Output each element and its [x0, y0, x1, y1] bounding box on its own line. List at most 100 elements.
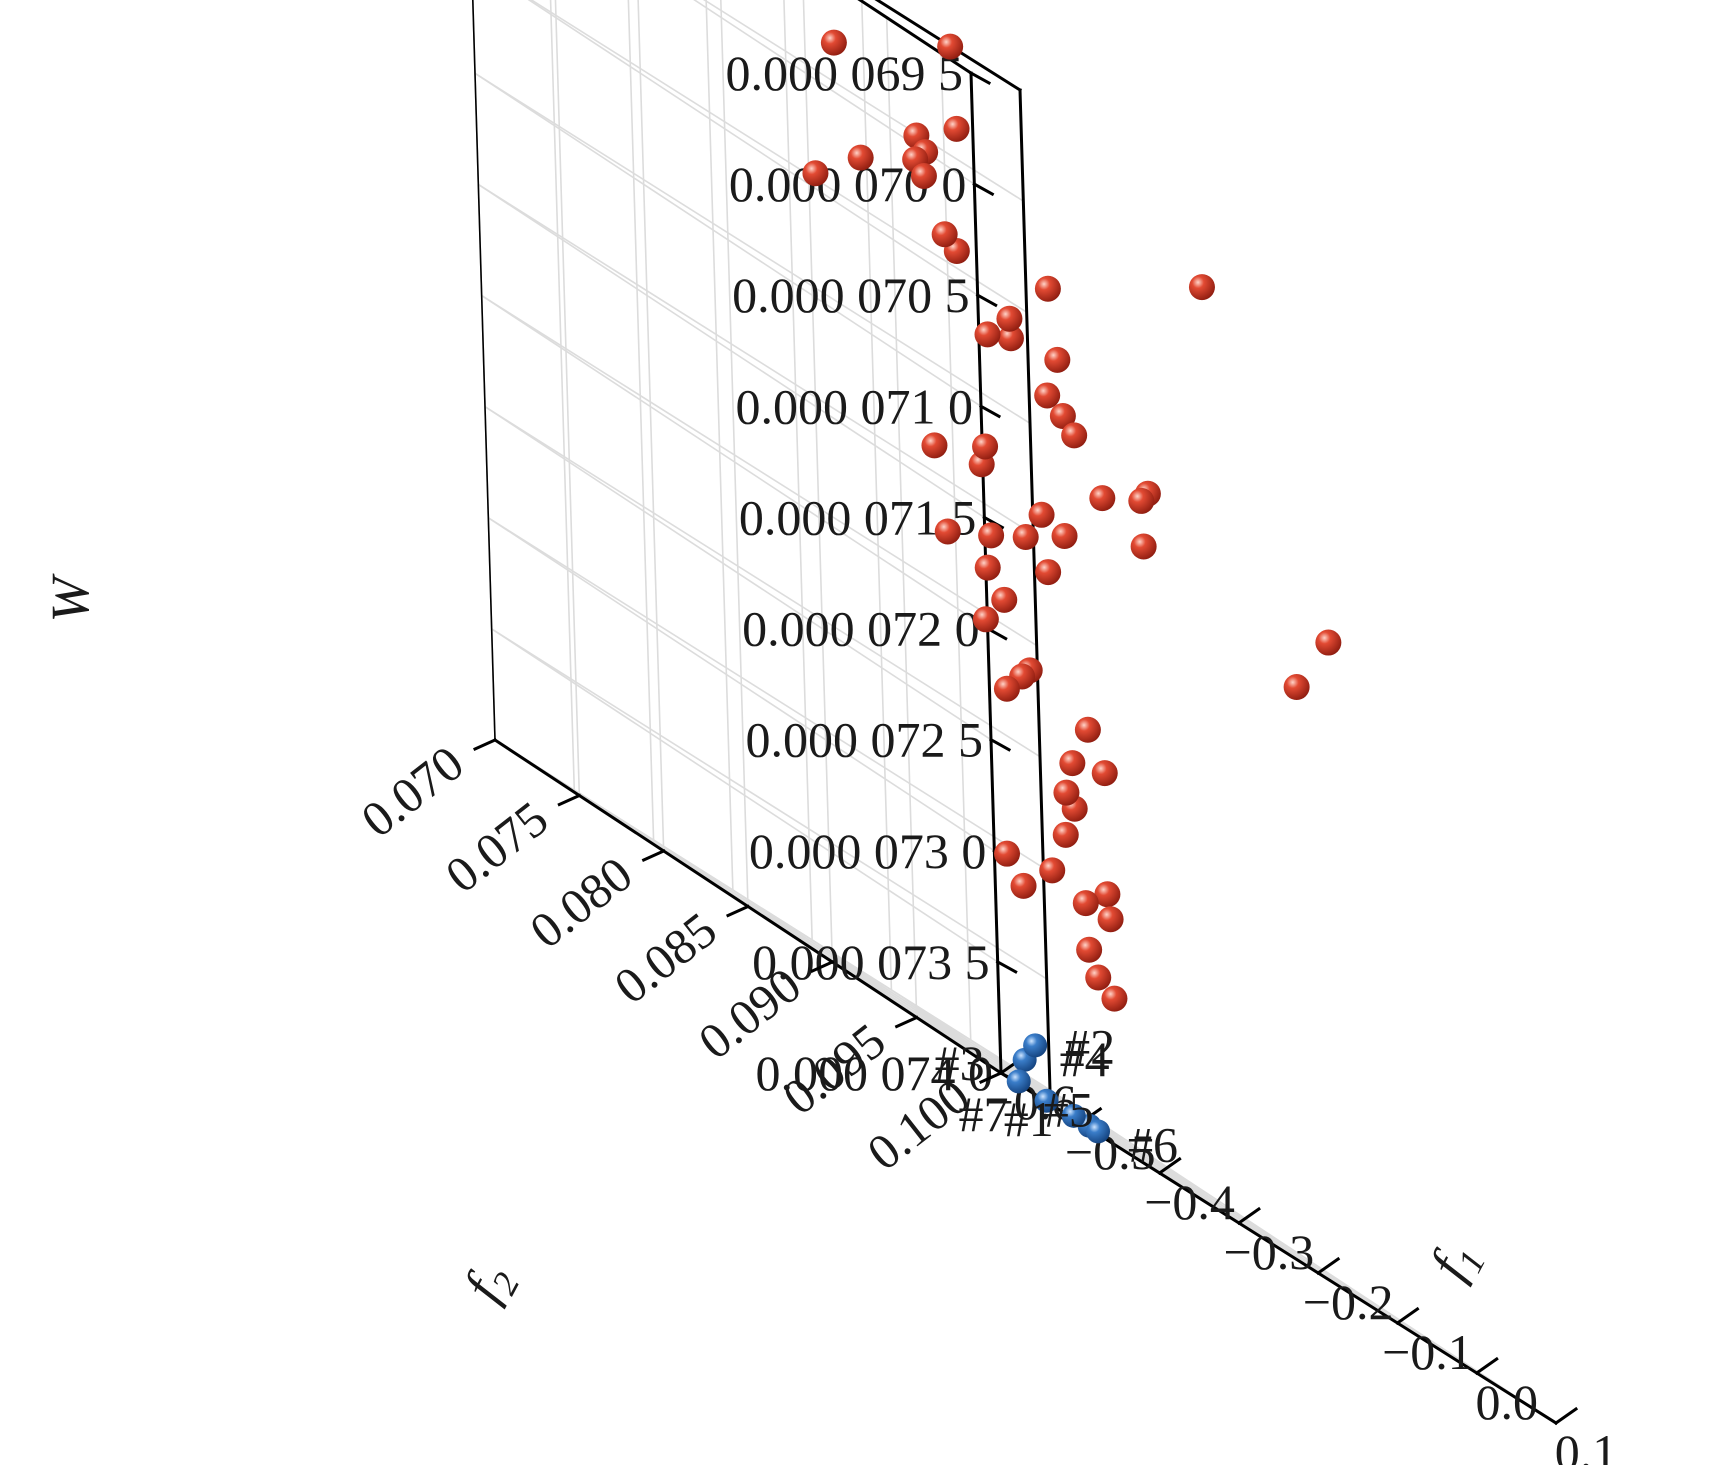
grid-line-wall-z	[527, 0, 979, 296]
y-tick-mark	[726, 904, 750, 918]
point-label: #3	[935, 1035, 985, 1091]
x-axis-title: f1	[1418, 1231, 1494, 1292]
y-tick-label: 0.095	[772, 1012, 895, 1125]
grid-line-wall-z	[474, 72, 982, 408]
x-tick-mark	[1157, 1156, 1182, 1176]
z-tick-label: 0.000 070 5	[732, 267, 970, 323]
red-point	[1059, 750, 1086, 777]
grid-line-floor-y	[831, 961, 1388, 1313]
x-tick-label: −0.1	[1382, 1324, 1473, 1380]
red-point	[802, 160, 829, 187]
grid-line-wall-z	[481, 294, 989, 630]
red-point	[1039, 857, 1066, 884]
grid-line-wall-z	[477, 183, 1034, 536]
z-tick-label: 0.000 074 0	[756, 1045, 994, 1101]
z-tick-label: 0.000 071 0	[736, 378, 974, 434]
z-tick-label: 0.000 073 5	[752, 934, 990, 990]
red-point	[1089, 485, 1116, 512]
y-tick-mark	[473, 738, 497, 751]
y-tick-label: 0.070	[351, 735, 474, 848]
red-point	[991, 586, 1018, 613]
grid-line-wall-y	[720, 0, 749, 907]
grid-line-wall-x	[471, 0, 496, 741]
right-vertical-edge	[1018, 88, 1052, 1092]
grid-line-wall-z	[491, 628, 999, 963]
red-point	[1051, 523, 1078, 550]
red-point	[1094, 881, 1121, 908]
point-label: #7	[959, 1086, 1009, 1142]
point-label: #1	[1004, 1091, 1054, 1147]
red-point	[937, 33, 964, 60]
red-point	[1035, 559, 1062, 586]
point-label: #2	[1065, 1018, 1115, 1074]
red-point	[1283, 674, 1310, 701]
red-point	[931, 221, 958, 248]
z-tick-label: 0.000 072 0	[742, 601, 980, 657]
blue-point	[1034, 1088, 1059, 1113]
grid-line-wall-x	[783, 0, 813, 941]
point-label: #6	[1128, 1116, 1178, 1172]
grid-line-wall-z	[487, 517, 1044, 869]
red-point	[972, 606, 999, 633]
x-tick-mark	[1395, 1306, 1420, 1326]
red-point	[1028, 501, 1055, 528]
x-tick-mark	[1316, 1256, 1341, 1276]
red-point	[1053, 779, 1080, 806]
red-point	[921, 432, 948, 459]
red-point	[1049, 403, 1076, 429]
red-point	[1128, 487, 1155, 514]
red-point	[1034, 275, 1061, 302]
grid-lines	[471, 0, 1557, 1424]
red-point	[910, 162, 937, 189]
y-tick-label: 0.075	[435, 790, 558, 903]
red-point	[1012, 524, 1039, 551]
red-point	[1188, 274, 1215, 301]
grid-line-wall-z	[487, 517, 995, 852]
z-tick-label: 0.000 073 0	[749, 823, 987, 879]
grid-line-wall-x	[705, 0, 734, 891]
red-point	[1010, 872, 1037, 899]
x-tick-label: −0.6	[986, 1074, 1077, 1130]
red-point	[1085, 964, 1112, 991]
blue-point	[1006, 1069, 1031, 1094]
red-point	[1044, 346, 1071, 373]
red-point	[847, 144, 874, 171]
red-point	[1076, 936, 1103, 963]
red-point	[820, 29, 847, 56]
grid-line-wall-y	[885, 17, 918, 1018]
grid-line-wall-z	[484, 405, 1041, 758]
grid-line-wall-y	[471, 0, 496, 741]
red-point	[978, 522, 1005, 549]
red-point	[1061, 422, 1088, 449]
red-point	[1074, 716, 1101, 743]
z-tick-label: 0.000 069 5	[726, 45, 964, 101]
grid-line-wall-z	[491, 628, 1048, 980]
z-tick-mark	[968, 70, 992, 86]
red-point	[934, 518, 961, 545]
red-point	[994, 840, 1021, 867]
z-tick-mark	[988, 737, 1012, 752]
z-axis-top-edge	[857, 0, 974, 76]
grid-line-wall-z	[494, 739, 1051, 1091]
grid-line-wall-z	[477, 183, 985, 519]
axis-frame	[471, 0, 1559, 1426]
red-point	[1097, 906, 1124, 933]
y-tick-label: 0.080	[519, 846, 642, 959]
y-tick-mark	[810, 960, 835, 973]
red-point	[972, 433, 999, 460]
blue-point	[1023, 1033, 1048, 1058]
grid-line-floor-y	[578, 794, 1135, 1147]
x-tick-label: −0.2	[1303, 1274, 1394, 1330]
red-point	[943, 115, 970, 142]
red-point	[1315, 629, 1342, 656]
red-point	[974, 554, 1001, 581]
back-vertical-edge	[471, 0, 496, 741]
red-point	[1072, 890, 1099, 917]
x-tick-label: 0.0	[1475, 1374, 1538, 1430]
z-tick-label: 0.000 072 5	[746, 712, 984, 768]
grid-line-wall-z	[481, 294, 1038, 647]
grid-line-wall-z	[484, 405, 992, 741]
x-tick-label: −0.3	[1224, 1224, 1315, 1280]
z-tick-mark	[995, 959, 1018, 974]
